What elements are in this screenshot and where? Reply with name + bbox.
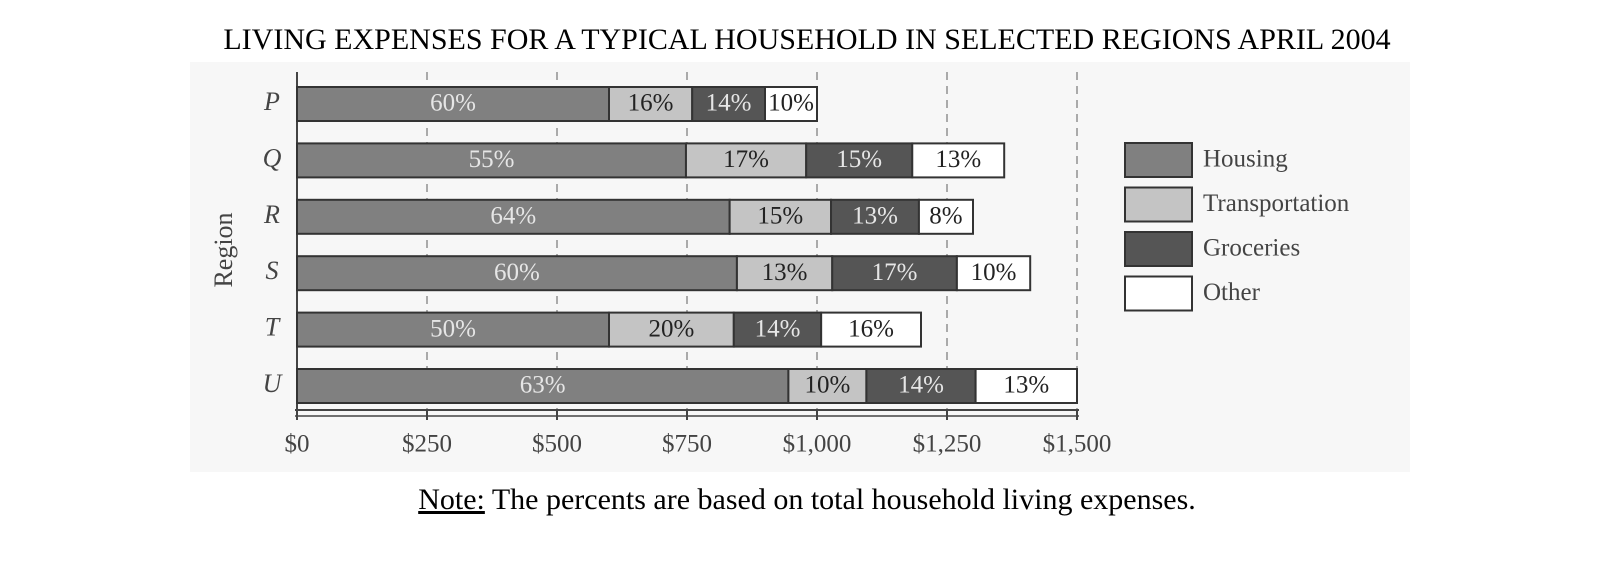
bar-segment: [911, 142, 1006, 179]
data-label: 10%: [768, 90, 814, 117]
data-label: 16%: [628, 90, 674, 117]
bar-segment: [917, 198, 974, 235]
data-label: 10%: [971, 259, 1017, 286]
bar-segment: [296, 255, 738, 292]
bar-segment: [608, 86, 694, 122]
legend-swatch: [1124, 231, 1193, 267]
bar-segment: [296, 311, 610, 348]
bar-segment: [296, 86, 610, 122]
y-tick-label: S: [266, 256, 279, 285]
data-label: 15%: [757, 203, 803, 230]
bar-segment: [865, 368, 977, 404]
data-label: 14%: [706, 90, 752, 117]
bar-segment: [735, 255, 834, 292]
data-label: 10%: [804, 372, 850, 399]
bar-segment: [764, 86, 818, 122]
x-tick-label: $1,000: [783, 431, 852, 458]
legend-label: Other: [1203, 279, 1261, 306]
note-label: Note:: [418, 483, 485, 516]
data-label: 60%: [494, 259, 540, 286]
x-tick-label: $750: [662, 431, 712, 458]
bar-segment: [820, 311, 922, 348]
x-tick-label: $1,250: [913, 431, 982, 458]
bar-segment: [732, 311, 823, 348]
y-tick-label: T: [265, 313, 281, 342]
data-label: 13%: [1003, 372, 1049, 399]
x-tick-label: $250: [402, 431, 452, 458]
data-label: 8%: [929, 203, 962, 230]
data-label: 13%: [935, 146, 981, 173]
note-text: The percents are based on total househol…: [485, 483, 1196, 516]
data-label: 50%: [430, 315, 476, 342]
data-label: 13%: [852, 203, 898, 230]
bar-segment: [608, 311, 735, 348]
chart-title: LIVING EXPENSES FOR A TYPICAL HOUSEHOLD …: [223, 23, 1390, 56]
bar-segment: [684, 142, 808, 179]
bar-segment: [296, 368, 790, 404]
bar-segment: [955, 255, 1032, 292]
bar-segment: [787, 368, 868, 404]
data-label: 16%: [848, 315, 894, 342]
legend-label: Groceries: [1203, 235, 1300, 262]
data-label: 13%: [762, 259, 808, 286]
data-label: 14%: [898, 372, 944, 399]
data-label: 20%: [648, 315, 694, 342]
y-tick-label: Q: [263, 143, 282, 172]
x-tick-label: $1,500: [1043, 431, 1112, 458]
bar-segment: [974, 368, 1078, 404]
legend-swatch: [1124, 186, 1193, 223]
data-label: 55%: [469, 146, 515, 173]
data-label: 14%: [755, 315, 801, 342]
y-tick-label: U: [263, 369, 284, 398]
bar-segment: [691, 86, 767, 122]
bar-segment: [830, 198, 920, 235]
note: Note: The percents are based on total ho…: [418, 483, 1196, 516]
legend-label: Transportation: [1203, 190, 1350, 217]
data-label: 15%: [836, 146, 882, 173]
legend-swatch: [1124, 275, 1193, 312]
data-label: 17%: [723, 146, 769, 173]
data-label: 64%: [490, 203, 536, 230]
data-label: 63%: [520, 372, 566, 399]
bar-segment: [728, 198, 833, 235]
legend-swatch: [1124, 142, 1193, 178]
data-label: 60%: [430, 90, 476, 117]
y-axis-label: Region: [209, 212, 238, 287]
data-label: 17%: [872, 259, 918, 286]
y-tick-label: R: [263, 200, 280, 229]
x-tick-label: $500: [532, 431, 582, 458]
x-tick-label: $0: [285, 431, 310, 458]
y-tick-label: P: [263, 87, 280, 116]
legend-label: Housing: [1203, 146, 1288, 173]
